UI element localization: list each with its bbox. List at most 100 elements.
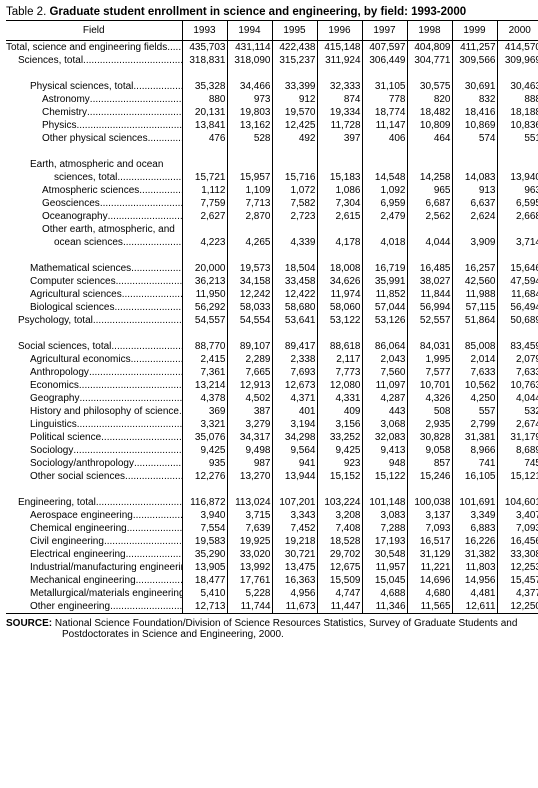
table-row: Geography ..............................…: [6, 392, 538, 405]
value-cell: 1,995: [407, 353, 452, 366]
value-cell: 18,188: [497, 106, 538, 119]
value-cell: 6,595: [497, 197, 538, 210]
value-cell: 7,560: [362, 366, 407, 379]
field-cell: sciences, total ........................…: [6, 171, 182, 184]
value-cell: 2,289: [227, 353, 272, 366]
value-cell: 3,194: [272, 418, 317, 431]
value-cell: 2,723: [272, 210, 317, 223]
value-cell: 35,076: [182, 431, 227, 444]
value-cell: 6,883: [452, 522, 497, 535]
field-cell: Geography ..............................…: [6, 392, 182, 405]
value-cell: 103,224: [317, 496, 362, 509]
value-cell: 1,072: [272, 184, 317, 197]
leader-dots: ........................................…: [133, 81, 182, 92]
value-cell: 309,566: [452, 54, 497, 67]
value-cell: 2,562: [407, 210, 452, 223]
value-cell: 29,702: [317, 548, 362, 561]
value-cell: 464: [407, 132, 452, 145]
field-cell: Other engineering ......................…: [6, 600, 182, 614]
value-cell: 4,250: [452, 392, 497, 405]
field-cell: Mechanical engineering .................…: [6, 574, 182, 587]
value-cell: 11,803: [452, 561, 497, 574]
value-cell: 3,156: [317, 418, 362, 431]
value-cell: 34,626: [317, 275, 362, 288]
value-cell: 35,328: [182, 80, 227, 93]
value-cell: 16,105: [452, 470, 497, 483]
value-cell: 3,321: [182, 418, 227, 431]
leader-dots: ........................................…: [89, 367, 182, 378]
value-cell: 369: [182, 405, 227, 418]
value-cell: 42,560: [452, 275, 497, 288]
table-row: Geosciences ............................…: [6, 197, 538, 210]
value-cell: 31,129: [407, 548, 452, 561]
table-row: Social sciences, total .................…: [6, 340, 538, 353]
value-cell: 2,799: [452, 418, 497, 431]
table-title: Table 2. Graduate student enrollment in …: [6, 6, 532, 18]
value-cell: 14,956: [452, 574, 497, 587]
value-cell: 54,554: [227, 314, 272, 327]
value-cell: 387: [227, 405, 272, 418]
value-cell: 9,413: [362, 444, 407, 457]
table-row: Other social sciences ..................…: [6, 470, 538, 483]
field-cell: Physics ................................…: [6, 119, 182, 132]
value-cell: 101,148: [362, 496, 407, 509]
value-cell: 84,031: [407, 340, 452, 353]
leader-dots: ........................................…: [104, 536, 182, 547]
value-cell: 14,083: [452, 171, 497, 184]
leader-dots: ........................................…: [117, 172, 182, 183]
value-cell: 3,068: [362, 418, 407, 431]
value-cell: 89,417: [272, 340, 317, 353]
value-cell: 11,957: [362, 561, 407, 574]
value-cell: 33,399: [272, 80, 317, 93]
table-row: Economics ..............................…: [6, 379, 538, 392]
leader-dots: ........................................…: [76, 120, 182, 131]
value-cell: 19,803: [227, 106, 272, 119]
value-cell: 963: [497, 184, 538, 197]
field-cell: Agricultural economics .................…: [6, 353, 182, 366]
value-cell: 12,080: [317, 379, 362, 392]
value-cell: 7,288: [362, 522, 407, 535]
value-cell: 16,517: [407, 535, 452, 548]
value-cell: 435,703: [182, 41, 227, 55]
value-cell: 8,966: [452, 444, 497, 457]
value-cell: 11,097: [362, 379, 407, 392]
value-cell: 34,158: [227, 275, 272, 288]
value-cell: 880: [182, 93, 227, 106]
value-cell: 11,744: [227, 600, 272, 614]
value-cell: 3,349: [452, 509, 497, 522]
col-year: 1993: [182, 21, 227, 41]
value-cell: 15,183: [317, 171, 362, 184]
value-cell: 11,447: [317, 600, 362, 614]
value-cell: 4,956: [272, 587, 317, 600]
value-cell: 4,044: [497, 392, 538, 405]
value-cell: 2,117: [317, 353, 362, 366]
leader-dots: ........................................…: [79, 393, 182, 404]
col-year: 1997: [362, 21, 407, 41]
value-cell: 4,481: [452, 587, 497, 600]
value-cell: 15,957: [227, 171, 272, 184]
value-cell: 30,548: [362, 548, 407, 561]
field-cell: Linguistics ............................…: [6, 418, 182, 431]
value-cell: 4,371: [272, 392, 317, 405]
col-year: 1998: [407, 21, 452, 41]
value-cell: 18,482: [407, 106, 452, 119]
value-cell: 13,992: [227, 561, 272, 574]
value-cell: 5,410: [182, 587, 227, 600]
leader-dots: ........................................…: [101, 432, 182, 443]
value-cell: 12,913: [227, 379, 272, 392]
value-cell: 34,466: [227, 80, 272, 93]
value-cell: 17,193: [362, 535, 407, 548]
value-cell: 88,618: [317, 340, 362, 353]
value-cell: 7,577: [407, 366, 452, 379]
value-cell: 88,770: [182, 340, 227, 353]
table-row: Anthropology ...........................…: [6, 366, 538, 379]
value-cell: 53,122: [317, 314, 362, 327]
value-cell: 11,684: [497, 288, 538, 301]
value-cell: 13,940: [497, 171, 538, 184]
value-cell: 16,363: [272, 574, 317, 587]
leader-dots: ........................................…: [79, 380, 182, 391]
value-cell: 18,774: [362, 106, 407, 119]
value-cell: 397: [317, 132, 362, 145]
value-cell: 11,974: [317, 288, 362, 301]
value-cell: 3,279: [227, 418, 272, 431]
